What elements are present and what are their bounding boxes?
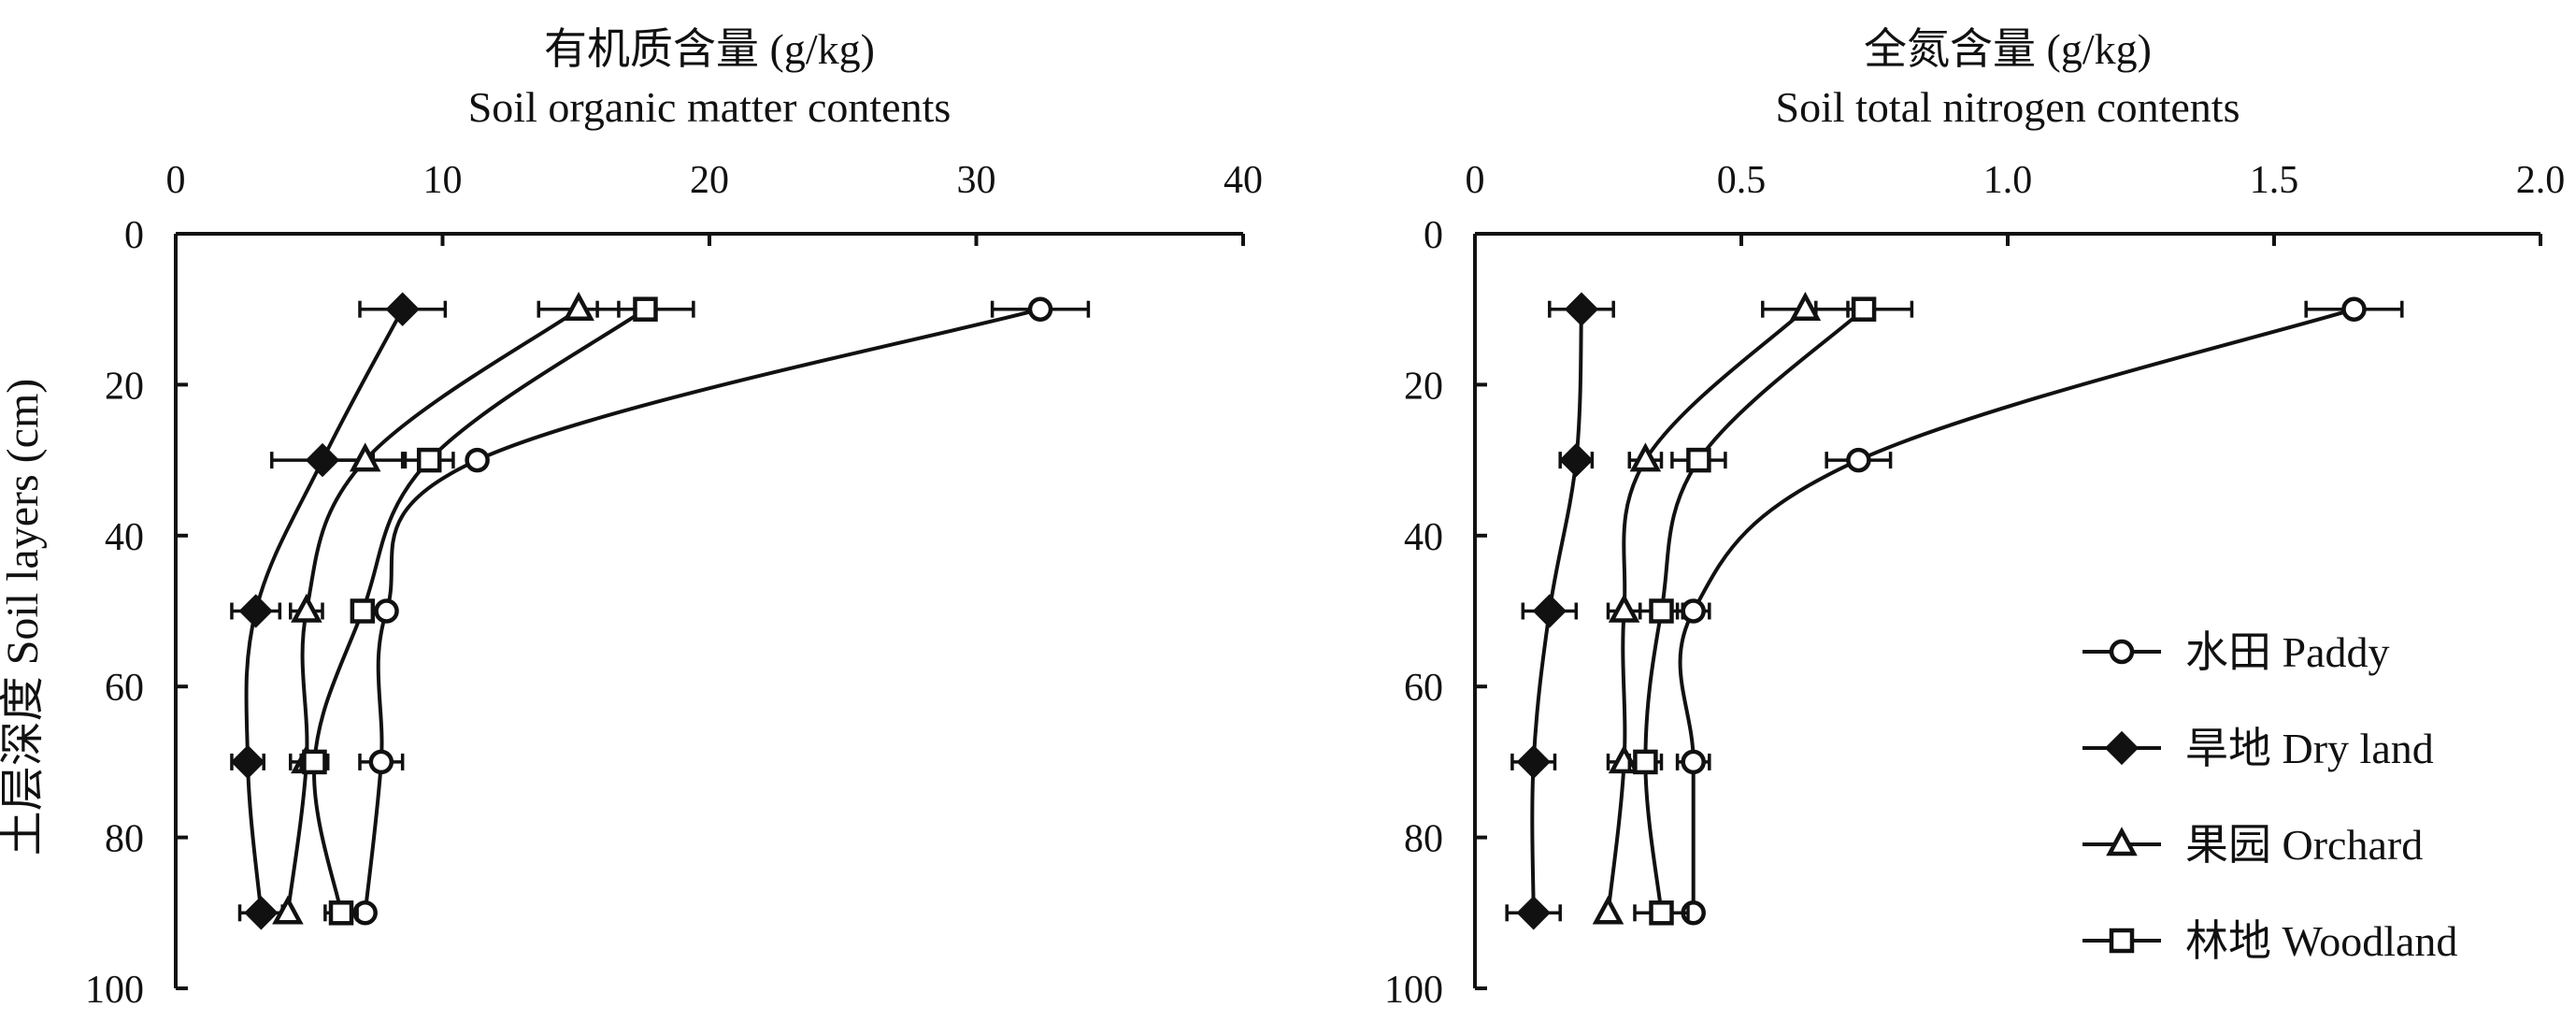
data-point xyxy=(1649,900,1674,926)
data-point xyxy=(244,896,279,930)
x-tick-label: 0 xyxy=(166,159,186,202)
series-line xyxy=(1678,307,2355,914)
legend-label: 果园 Orchard xyxy=(2185,821,2423,869)
data-point xyxy=(1686,447,1711,473)
y-tick-label: 100 xyxy=(85,969,144,1012)
legend-label: 水田 Paddy xyxy=(2185,628,2390,676)
legend-marker xyxy=(2106,827,2138,856)
data-point xyxy=(1516,744,1551,780)
y-tick-label: 0 xyxy=(124,214,144,257)
y-tick-label: 20 xyxy=(105,365,144,408)
data-point xyxy=(633,296,658,322)
legend-marker xyxy=(2109,928,2135,954)
legend-item: 林地 Woodland xyxy=(2082,917,2457,965)
data-point xyxy=(238,594,273,628)
x-tick-label: 0.5 xyxy=(1717,159,1767,202)
y-tick-label: 80 xyxy=(105,818,144,861)
x-tick-label: 0 xyxy=(1466,159,1485,202)
data-point xyxy=(374,598,399,624)
y-tick-label: 0 xyxy=(1424,214,1443,257)
data-point xyxy=(291,593,322,623)
data-point xyxy=(1681,598,1706,624)
y-axis-label-group: 土层深度 Soil layers (cm) xyxy=(0,379,48,856)
legend: 水田 Paddy 旱地 Dry land 果园 Orchard 林地 Woodland xyxy=(2082,628,2457,965)
data-point xyxy=(465,447,490,473)
data-point xyxy=(1629,442,1662,472)
series-square-open xyxy=(299,296,695,926)
data-point xyxy=(1789,291,1822,321)
series-circle-open xyxy=(1675,296,2404,926)
data-point xyxy=(1516,896,1551,930)
data-point xyxy=(302,749,327,775)
series-line xyxy=(363,307,1041,914)
data-point xyxy=(350,598,376,624)
data-point xyxy=(368,749,394,775)
data-point xyxy=(416,447,442,473)
legend-item: 果园 Orchard xyxy=(2082,821,2423,869)
data-point xyxy=(1851,296,1877,322)
data-point xyxy=(1649,598,1674,624)
legend-marker xyxy=(2109,639,2135,665)
data-point xyxy=(1532,594,1567,628)
data-point xyxy=(2341,296,2367,322)
panel-subtitle: Soil organic matter contents xyxy=(468,83,952,131)
panel-organic-matter: 有机质含量 (g/kg) Soil organic matter contents… xyxy=(85,25,1263,1012)
panel-total-nitrogen: 全氮含量 (g/kg)Soil total nitrogen contents0… xyxy=(1384,25,2565,1012)
series-diamond-filled xyxy=(1505,292,1615,930)
x-tick-label: 40 xyxy=(1224,159,1263,202)
x-tick-label: 2.0 xyxy=(2516,159,2566,202)
data-point xyxy=(385,292,420,326)
x-tick-label: 30 xyxy=(957,159,996,202)
data-point xyxy=(1608,744,1640,774)
data-point xyxy=(349,442,381,472)
panel-title: 有机质含量 (g/kg) xyxy=(544,25,875,73)
data-point xyxy=(1592,895,1624,925)
legend-label: 旱地 Dry land xyxy=(2185,725,2434,772)
data-point xyxy=(305,442,340,478)
y-tick-label: 80 xyxy=(1404,818,1443,861)
data-point xyxy=(1608,593,1640,623)
y-tick-label: 60 xyxy=(1404,667,1443,710)
series-circle-open xyxy=(352,296,1091,926)
y-tick-label: 40 xyxy=(1404,516,1443,559)
data-point xyxy=(328,900,354,926)
legend-label: 林地 Woodland xyxy=(2185,917,2457,965)
panel-title: 全氮含量 (g/kg) xyxy=(1864,25,2152,73)
x-tick-label: 1.0 xyxy=(1983,159,2033,202)
legend-marker xyxy=(2104,730,2140,766)
y-tick-label: 100 xyxy=(1384,969,1443,1012)
legend-item: 水田 Paddy xyxy=(2082,628,2390,676)
y-tick-label: 60 xyxy=(105,667,144,710)
data-point xyxy=(1846,447,1871,473)
series-diamond-filled xyxy=(230,292,448,930)
x-tick-label: 20 xyxy=(690,159,729,202)
series-line xyxy=(285,308,580,914)
data-point xyxy=(1564,292,1599,326)
data-point xyxy=(1027,296,1053,322)
data-point xyxy=(1633,749,1658,775)
panel-subtitle: Soil total nitrogen contents xyxy=(1776,83,2240,131)
data-point xyxy=(272,895,304,925)
series-square-open xyxy=(1627,296,1914,926)
y-tick-label: 20 xyxy=(1404,365,1443,408)
y-axis-label: 土层深度 Soil layers (cm) xyxy=(0,379,48,856)
series-triangle-open xyxy=(272,291,621,925)
data-point xyxy=(230,744,265,780)
x-tick-label: 1.5 xyxy=(2250,159,2299,202)
legend-item: 旱地 Dry land xyxy=(2082,725,2434,772)
data-point xyxy=(563,291,594,321)
y-tick-label: 40 xyxy=(105,516,144,559)
data-point xyxy=(1559,442,1594,478)
data-point xyxy=(1681,749,1706,775)
x-tick-label: 10 xyxy=(423,159,463,202)
series-triangle-open xyxy=(1592,291,1850,925)
